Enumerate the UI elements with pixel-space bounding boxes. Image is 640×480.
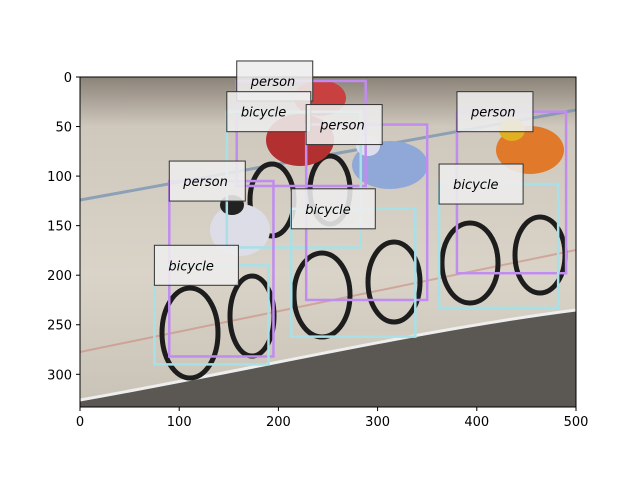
- y-tick-label: 0: [64, 71, 72, 86]
- person-label: person: [250, 75, 296, 90]
- person-label-box: [168, 160, 246, 202]
- x-tick-label: 300: [365, 415, 390, 430]
- bicycle-label-box: [226, 91, 312, 133]
- person-label-box: [456, 91, 534, 133]
- y-tick-label: 100: [47, 170, 72, 185]
- y-tick-label: 50: [55, 121, 72, 136]
- x-tick-label: 100: [167, 415, 192, 430]
- detection-labels: person bicycle person person bicycle person bi…: [153, 60, 534, 286]
- person-label: person: [470, 106, 516, 121]
- y-tick-label: 150: [47, 220, 72, 235]
- axes-frame: [79, 76, 577, 408]
- person-label: person: [319, 119, 365, 134]
- bicycle-label-box: [438, 163, 524, 205]
- bicycle-label: bicycle: [453, 178, 498, 193]
- x-tick-label: 200: [266, 415, 291, 430]
- bicycle-label: bicycle: [241, 106, 286, 121]
- y-tick-label: 300: [47, 368, 72, 383]
- x-tick-label: 400: [464, 415, 489, 430]
- person-label-box: [305, 104, 383, 146]
- bicycle-label-box: [290, 188, 376, 230]
- y-tick-label: 200: [47, 269, 72, 284]
- axis-ticks: 0 100 200 300 400 500 0 50 100 150 200 250 300: [47, 71, 588, 430]
- bicycle-label-box: [153, 244, 239, 286]
- x-tick-label: 0: [76, 415, 84, 430]
- x-tick-label: 500: [564, 415, 589, 430]
- bicycle-label: bicycle: [305, 203, 350, 218]
- y-tick-label: 250: [47, 319, 72, 334]
- person-label: person: [182, 175, 228, 190]
- bicycle-label: bicycle: [168, 259, 213, 274]
